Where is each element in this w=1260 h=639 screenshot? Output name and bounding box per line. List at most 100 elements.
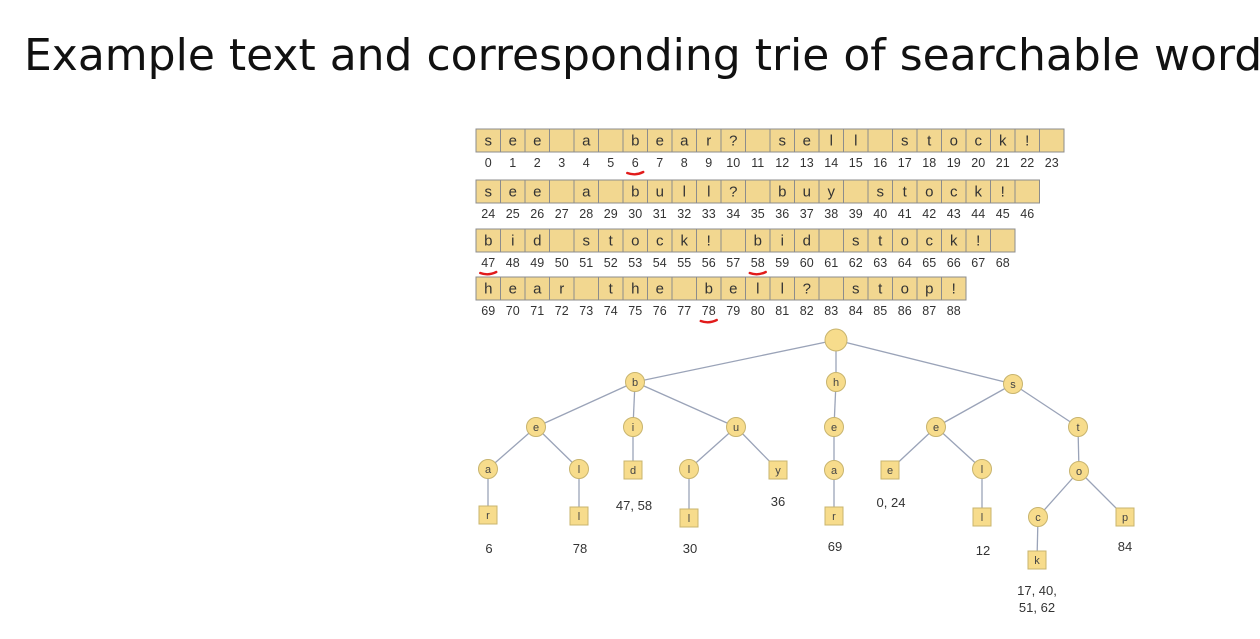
trie-node-be: e — [526, 417, 546, 437]
position-index: 6 — [632, 156, 639, 170]
position-index: 69 — [481, 304, 495, 318]
node-circle — [824, 417, 844, 437]
text-strip: s e e a b e a r? s e l l s t o c k !0 1 2 3 4 5 6 7 8 9 10 11 12 13 14 1… — [475, 128, 1065, 324]
char-cell-letter: d — [533, 233, 541, 250]
trie-edges — [487, 339, 1126, 561]
char-cell-letter: d — [803, 233, 811, 250]
trie-node-bul: l — [679, 459, 699, 479]
trie-edge — [688, 426, 737, 470]
char-cell-letter: b — [754, 233, 762, 250]
node-circle — [926, 417, 946, 437]
node-letter: e — [831, 422, 837, 434]
position-index: 87 — [922, 304, 936, 318]
char-cell-letter: ! — [976, 233, 980, 250]
position-index: 0 — [485, 156, 492, 170]
position-index: 15 — [849, 156, 863, 170]
leaf-square — [679, 508, 699, 528]
node-letter: u — [733, 422, 739, 434]
position-index: 23 — [1045, 156, 1059, 170]
char-cell-letter: k — [975, 184, 983, 201]
char-cell-letter: b — [778, 184, 786, 201]
position-index: 29 — [604, 207, 618, 221]
position-index: 70 — [506, 304, 520, 318]
char-cell-letter: a — [582, 133, 591, 150]
node-letter: r — [486, 510, 490, 522]
char-cell-letter: t — [609, 233, 614, 250]
trie-node-bull: l 30 — [679, 508, 699, 556]
char-cell-letter: u — [656, 184, 664, 201]
char-cell — [573, 276, 599, 301]
position-index: 55 — [677, 256, 691, 270]
position-index: 34 — [726, 207, 740, 221]
char-cell-letter: e — [803, 133, 811, 150]
char-cell-letter: y — [828, 184, 836, 201]
position-index: 17 — [898, 156, 912, 170]
char-cell-letter: e — [533, 184, 541, 201]
position-index: 36 — [775, 207, 789, 221]
char-cell-letter: h — [631, 281, 639, 298]
trie-node-se: e — [926, 417, 946, 437]
position-index: 71 — [530, 304, 544, 318]
trie-node-bu: u — [726, 417, 746, 437]
position-index: 63 — [873, 256, 887, 270]
position-index: 84 — [849, 304, 863, 318]
trie-node-bi: i — [623, 417, 643, 437]
position-index: 24 — [481, 207, 495, 221]
char-cell-letter: ! — [1001, 184, 1005, 201]
char-cell-letter: k — [999, 133, 1007, 150]
slide-title: Example text and corresponding trie of s… — [24, 30, 1260, 81]
position-index: 25 — [506, 207, 520, 221]
char-cell — [745, 128, 771, 153]
position-index: 30 — [628, 207, 642, 221]
occurrence-label: 69 — [828, 539, 842, 554]
node-letter: b — [632, 377, 638, 389]
leaf-square — [1027, 550, 1047, 570]
node-circle — [824, 460, 844, 480]
position-index: 33 — [702, 207, 716, 221]
position-index: 5 — [607, 156, 614, 170]
char-cell-letter: c — [656, 233, 664, 250]
trie-edge — [487, 426, 537, 470]
char-cell-letter: s — [901, 133, 909, 150]
trie-node-bear: r6 — [478, 505, 498, 556]
node-circle — [569, 459, 589, 479]
char-cell-letter: o — [901, 281, 909, 298]
position-index: 81 — [775, 304, 789, 318]
char-cell-letter: r — [706, 133, 711, 150]
trie-node-sell: l 12 — [972, 507, 992, 558]
leaf-square — [1115, 507, 1135, 527]
trie-edge — [634, 381, 737, 428]
char-cell-letter: t — [878, 281, 883, 298]
position-index: 7 — [656, 156, 663, 170]
char-cell-letter: e — [656, 133, 664, 150]
char-cell-letter: l — [781, 281, 784, 298]
char-cell-letter: a — [582, 184, 591, 201]
position-index: 78 — [702, 304, 716, 318]
position-index: 52 — [604, 256, 618, 270]
node-letter: i — [632, 422, 634, 434]
position-index: 38 — [824, 207, 838, 221]
char-cell-letter: s — [852, 233, 860, 250]
node-letter: l — [688, 464, 690, 476]
trie-node-sel: l — [972, 459, 992, 479]
position-index: 53 — [628, 256, 642, 270]
node-circle — [1028, 507, 1048, 527]
position-index: 74 — [604, 304, 618, 318]
position-index: 10 — [726, 156, 740, 170]
node-letter: e — [933, 422, 939, 434]
text-row-3: h e a r t h e b e l l? s t o p !69 70 71 72 73 74 75 76 77 78 79 8… — [475, 276, 967, 324]
char-cell — [549, 128, 575, 153]
position-index: 8 — [681, 156, 688, 170]
position-index: 45 — [996, 207, 1010, 221]
char-cell-letter: u — [803, 184, 811, 201]
trie-root-node — [824, 328, 848, 352]
position-index: 43 — [947, 207, 961, 221]
position-index: 48 — [506, 256, 520, 270]
node-letter: k — [1034, 555, 1040, 567]
occurrence-label: 78 — [573, 541, 587, 556]
char-cell-letter: e — [509, 184, 517, 201]
position-index: 57 — [726, 256, 740, 270]
char-cell-letter: r — [559, 281, 564, 298]
char-cell-letter: o — [631, 233, 639, 250]
